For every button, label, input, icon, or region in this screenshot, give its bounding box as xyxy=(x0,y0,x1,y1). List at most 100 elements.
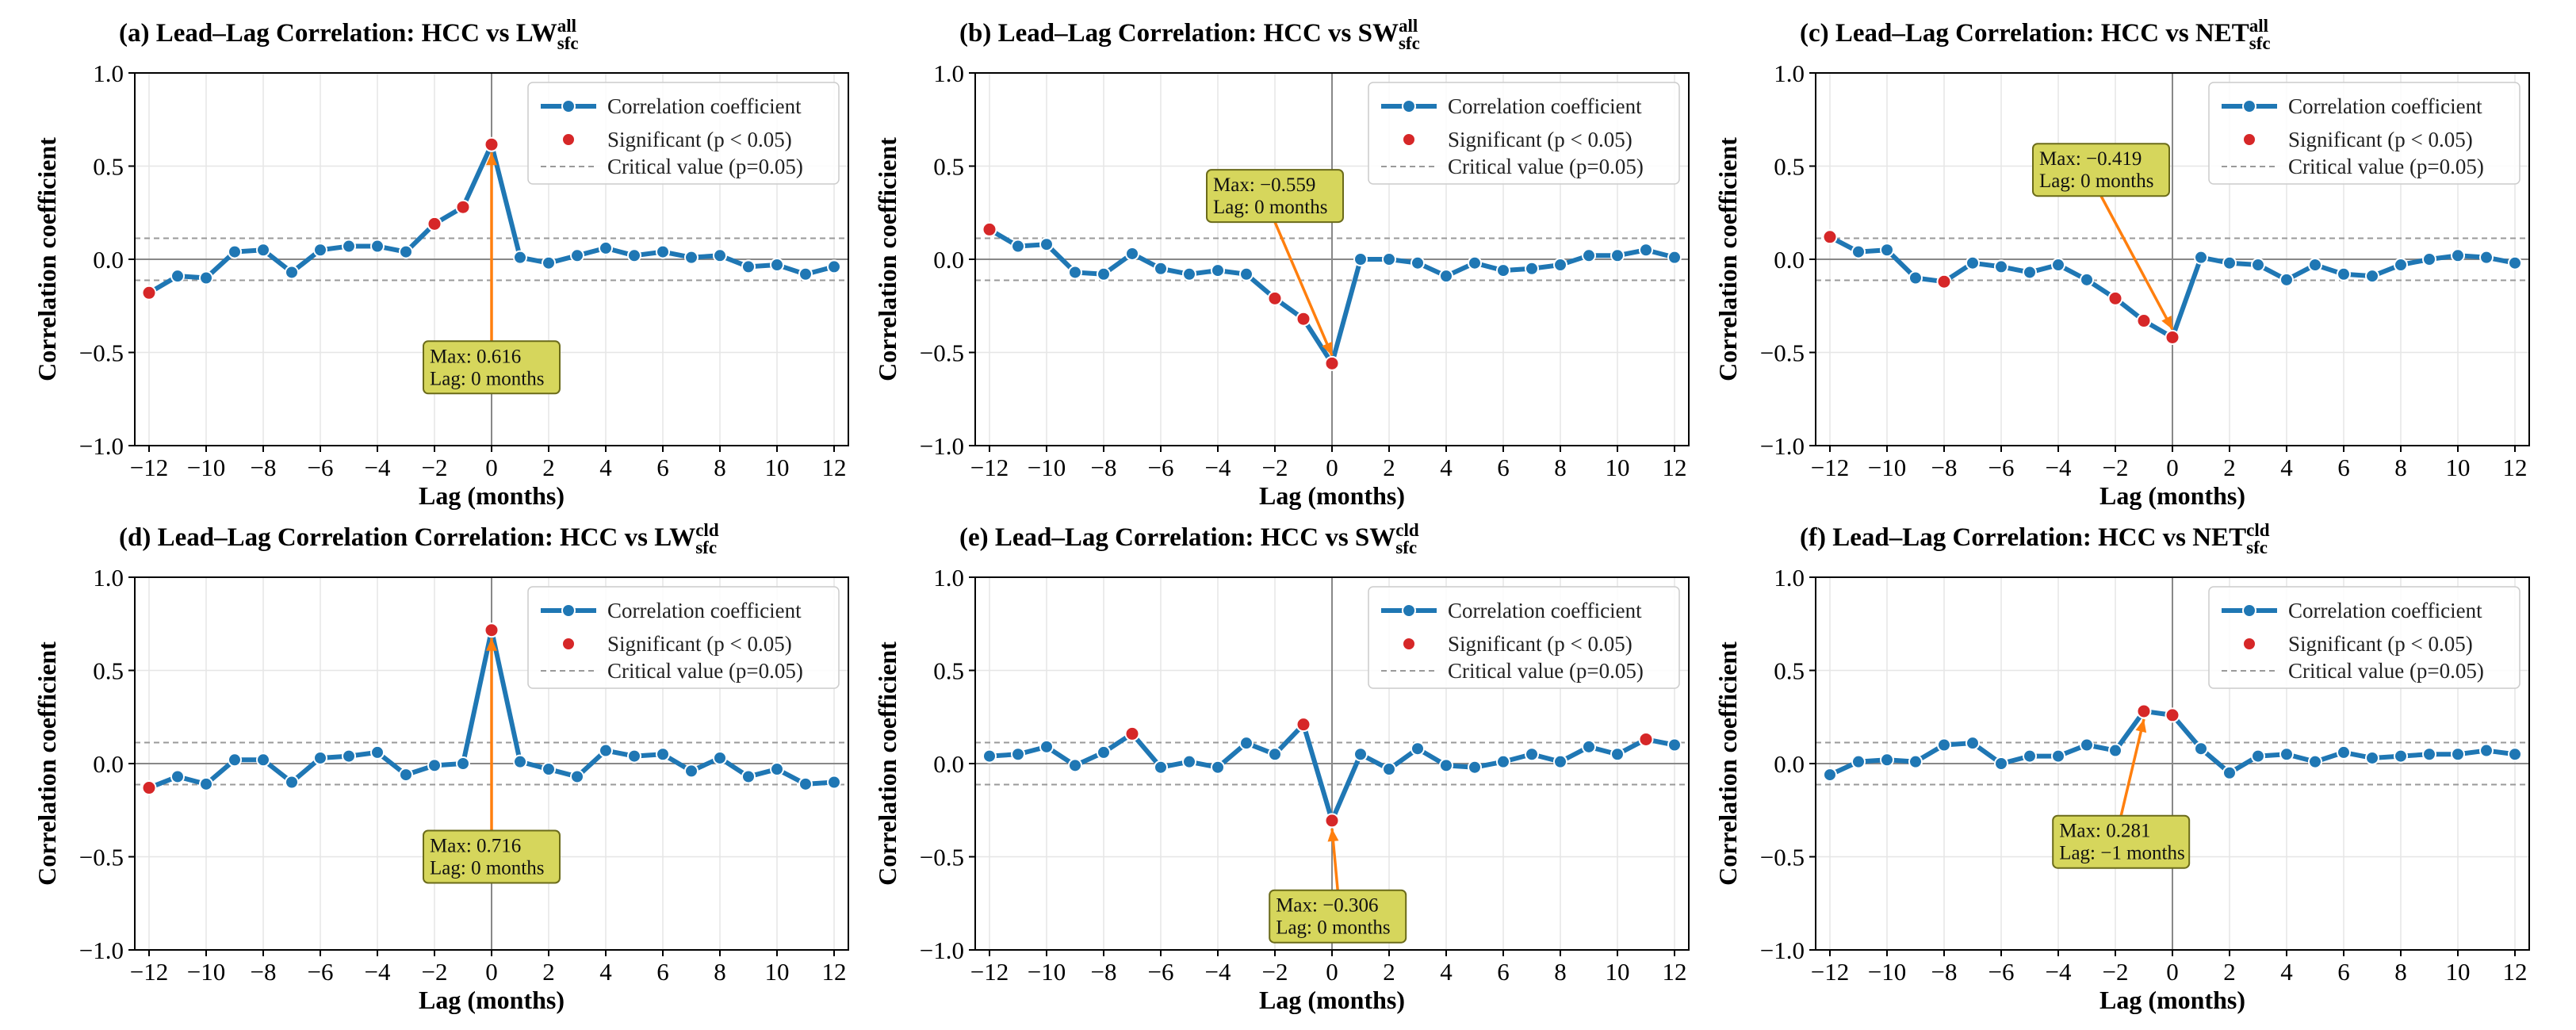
significant-point xyxy=(982,221,997,237)
data-point xyxy=(1880,752,1894,768)
data-point xyxy=(1610,248,1625,263)
x-tick-label: 12 xyxy=(2503,454,2528,481)
annotation-lag-text: Lag: −1 months xyxy=(2059,843,2185,864)
legend-marker-swatch xyxy=(561,99,576,113)
x-tick-label: 0 xyxy=(1326,958,1338,986)
data-point xyxy=(256,243,270,258)
panel-title-main: (c) Lead–Lag Correlation: HCC vs NET xyxy=(1800,19,2249,48)
data-point xyxy=(1382,252,1396,266)
y-tick-label: 0.0 xyxy=(1774,750,1805,778)
data-point xyxy=(1667,737,1682,752)
data-point xyxy=(684,250,699,265)
x-tick-label: −4 xyxy=(2046,454,2072,481)
x-axis-label: Lag (months) xyxy=(1259,481,1405,510)
y-axis-label: Correlation coefficient xyxy=(1713,641,1742,886)
data-point xyxy=(1965,255,1980,270)
x-tick-label: −6 xyxy=(308,454,334,481)
data-point xyxy=(2279,747,2294,762)
data-point xyxy=(285,775,299,790)
x-tick-label: −2 xyxy=(1262,454,1288,481)
significant-point xyxy=(2165,329,2180,345)
panel-title-superscript: cld xyxy=(2246,520,2270,540)
data-point xyxy=(2222,255,2237,270)
y-tick-label: −1.0 xyxy=(79,936,124,964)
y-tick-label: −0.5 xyxy=(1760,844,1805,871)
significant-point xyxy=(2107,290,2123,306)
significant-point xyxy=(2136,313,2152,329)
significant-point xyxy=(141,780,157,796)
legend-significant-swatch xyxy=(1402,132,1416,147)
x-tick-label: −4 xyxy=(365,454,391,481)
legend-marker-swatch xyxy=(1402,99,1416,113)
x-axis-label: Lag (months) xyxy=(2099,986,2245,1014)
x-tick-label: 4 xyxy=(2280,958,2293,986)
legend-label-correlation: Correlation coefficient xyxy=(2288,599,2482,622)
data-point xyxy=(2108,743,2122,758)
data-point xyxy=(1410,255,1425,270)
significant-point xyxy=(2165,707,2180,723)
y-axis-label: Correlation coefficient xyxy=(1713,137,1742,381)
significant-point xyxy=(427,216,442,232)
x-tick-label: −6 xyxy=(308,958,334,986)
x-tick-label: 4 xyxy=(2280,454,2293,481)
y-tick-label: 1.0 xyxy=(1774,564,1805,592)
x-tick-label: 4 xyxy=(1440,454,1453,481)
y-tick-label: −1.0 xyxy=(920,936,964,964)
x-tick-label: −10 xyxy=(1028,958,1066,986)
legend-label-correlation: Correlation coefficient xyxy=(2288,94,2482,118)
significant-point xyxy=(1124,726,1140,741)
x-tick-label: −8 xyxy=(1091,454,1117,481)
data-point xyxy=(627,749,641,764)
panel-title-main: (d) Lead–Lag Correlation Correlation: HC… xyxy=(119,523,695,552)
data-point xyxy=(798,266,813,281)
data-point xyxy=(313,750,327,765)
data-point xyxy=(2479,250,2494,265)
data-point xyxy=(2080,737,2094,752)
data-point xyxy=(1211,760,1225,775)
data-point xyxy=(982,749,997,764)
x-tick-label: 6 xyxy=(656,454,669,481)
data-point xyxy=(2508,255,2522,270)
x-tick-label: 12 xyxy=(2503,958,2528,986)
data-point xyxy=(2365,750,2379,765)
y-tick-label: 1.0 xyxy=(93,564,124,592)
data-point xyxy=(1239,266,1254,281)
y-tick-label: 0.5 xyxy=(933,153,964,181)
x-tick-label: 2 xyxy=(2223,454,2236,481)
data-point xyxy=(1994,756,2008,771)
annotation-max-text: Max: −0.306 xyxy=(1276,895,1378,917)
x-tick-label: 4 xyxy=(599,958,612,986)
x-axis-label: Lag (months) xyxy=(1259,986,1405,1014)
x-tick-label: −12 xyxy=(1811,454,1849,481)
x-tick-label: 10 xyxy=(765,454,790,481)
data-point xyxy=(1239,736,1254,751)
data-point xyxy=(1553,258,1567,273)
x-tick-label: −4 xyxy=(365,958,391,986)
legend-label-significant: Significant (p < 0.05) xyxy=(2288,632,2473,656)
legend-marker-swatch xyxy=(1402,603,1416,618)
y-tick-label: −1.0 xyxy=(1760,432,1805,460)
x-tick-label: 6 xyxy=(1497,454,1510,481)
x-tick-label: 6 xyxy=(2337,454,2350,481)
x-tick-label: −6 xyxy=(1988,454,2015,481)
significant-point xyxy=(141,285,157,301)
data-point xyxy=(2479,743,2494,758)
significant-point xyxy=(484,136,500,152)
panel-title-subscript: sfc xyxy=(2246,538,2268,557)
x-tick-label: 6 xyxy=(656,958,669,986)
data-point xyxy=(2422,747,2436,762)
data-point xyxy=(1097,266,1111,281)
x-tick-label: −12 xyxy=(970,454,1009,481)
legend-significant-swatch xyxy=(561,132,576,147)
data-point xyxy=(228,244,242,259)
legend-significant-swatch xyxy=(1402,637,1416,651)
legend-label-correlation: Correlation coefficient xyxy=(607,599,802,622)
x-tick-label: 12 xyxy=(822,454,847,481)
data-point xyxy=(656,244,670,259)
x-tick-label: −10 xyxy=(187,454,225,481)
x-tick-label: −12 xyxy=(130,958,168,986)
x-tick-label: 0 xyxy=(1326,454,1338,481)
panel-title-main: (a) Lead–Lag Correlation: HCC vs LW xyxy=(119,19,557,48)
x-tick-label: 8 xyxy=(714,958,726,986)
